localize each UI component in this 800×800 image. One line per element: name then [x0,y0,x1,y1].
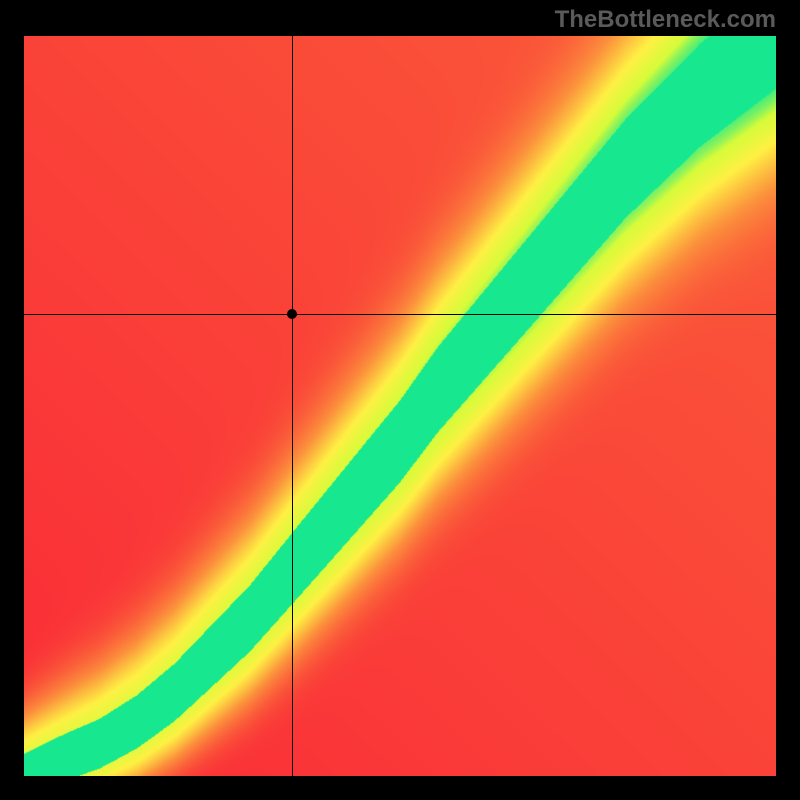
watermark-text: TheBottleneck.com [555,6,776,34]
heatmap-plot [24,36,776,776]
crosshair-dot [287,309,297,319]
heatmap-canvas [24,36,776,776]
crosshair-horizontal [24,314,776,315]
crosshair-vertical [292,36,293,776]
